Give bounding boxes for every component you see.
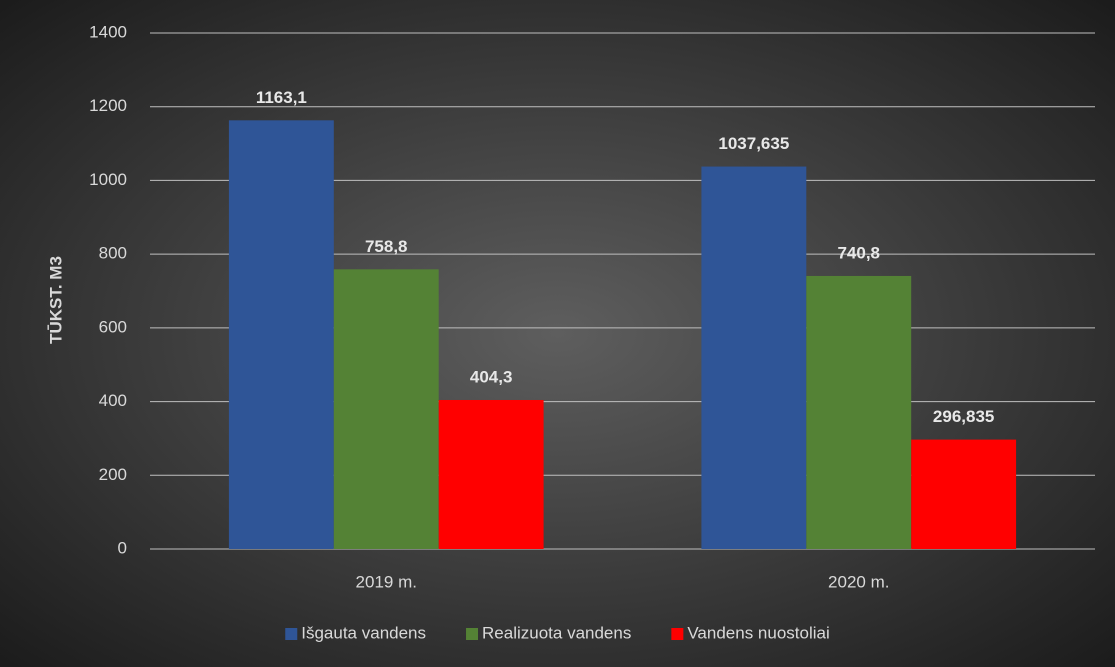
y-tick-label: 600 <box>99 317 127 336</box>
bar <box>911 439 1017 549</box>
bar <box>228 120 334 549</box>
y-tick-label: 0 <box>118 538 127 557</box>
legend-swatch <box>671 628 684 640</box>
data-label: 1163,1 <box>256 88 307 107</box>
legend-label: Išgauta vandens <box>301 623 426 642</box>
x-tick-label: 2019 m. <box>356 572 417 591</box>
bar <box>806 275 912 549</box>
y-axis-label: TŪKST. M3 <box>46 256 65 344</box>
data-label: 1037,635 <box>718 134 789 153</box>
y-tick-label: 800 <box>99 244 127 263</box>
x-tick-label: 2020 m. <box>828 572 889 591</box>
bar <box>701 166 807 550</box>
data-label: 404,3 <box>470 367 513 386</box>
bar <box>333 269 439 549</box>
data-label: 758,8 <box>365 237 408 256</box>
legend-swatch <box>466 628 479 640</box>
y-tick-label: 1400 <box>89 22 127 41</box>
y-tick-label: 1000 <box>89 170 127 189</box>
y-tick-label: 400 <box>99 391 127 410</box>
bar <box>438 399 544 549</box>
legend-swatch <box>285 628 298 640</box>
legend-label: Vandens nuostoliai <box>687 623 829 642</box>
data-label: 740,8 <box>837 243 880 262</box>
y-tick-label: 200 <box>99 465 127 484</box>
legend-label: Realizuota vandens <box>482 623 631 642</box>
y-tick-label: 1200 <box>89 96 127 115</box>
data-label: 296,835 <box>933 407 994 426</box>
